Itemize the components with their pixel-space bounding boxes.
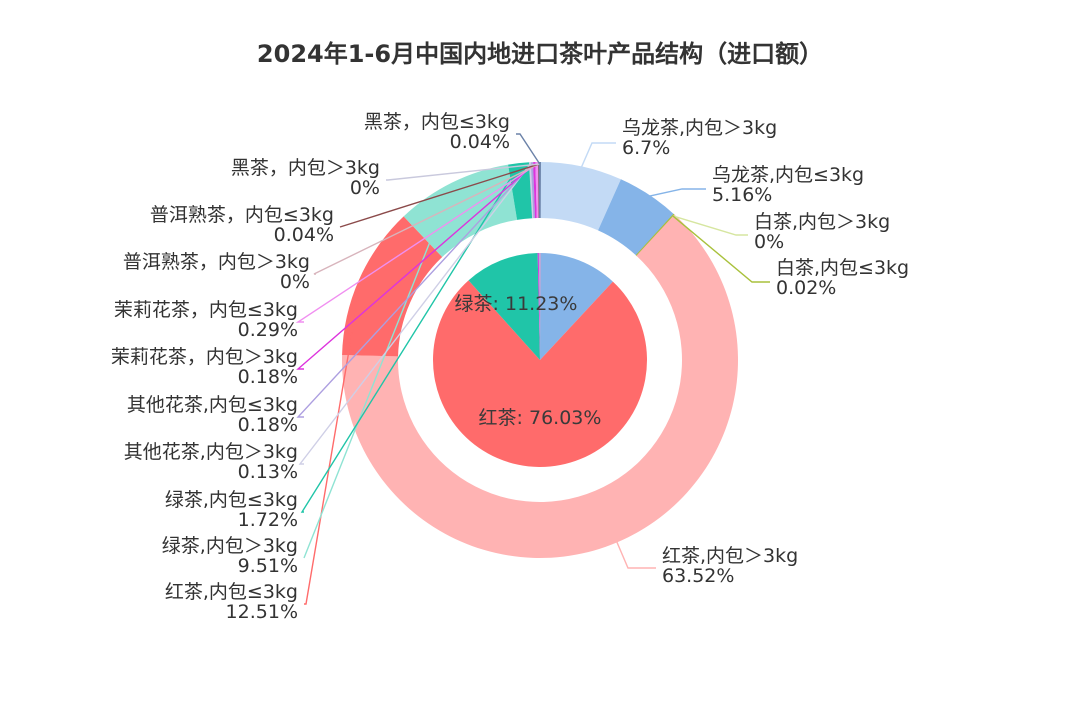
leader-line xyxy=(298,163,531,465)
leader-line xyxy=(386,163,540,181)
outer-slice xyxy=(528,162,534,219)
outer-slice-name: 黑茶，内包＞3kg xyxy=(231,157,380,179)
inner-slice xyxy=(540,253,613,360)
outer-slice xyxy=(598,179,675,256)
outer-slice-name: 其他花茶,内包＞3kg xyxy=(124,441,298,463)
outer-slice-value: 0% xyxy=(350,177,380,199)
leader-line xyxy=(672,215,748,236)
leader-line xyxy=(615,540,656,569)
outer-slice-name: 绿茶,内包＞3kg xyxy=(162,535,298,557)
outer-slice-value: 0.02% xyxy=(776,277,836,299)
outer-slice-name: 黑茶，内包≤3kg xyxy=(364,111,510,133)
inner-slice xyxy=(468,253,540,360)
outer-slice-value: 1.72% xyxy=(238,509,298,531)
outer-slice-value: 12.51% xyxy=(226,601,298,623)
leader-line xyxy=(296,163,535,370)
outer-slice-name: 茉莉花茶，内包＞3kg xyxy=(111,346,298,368)
leader-line xyxy=(647,188,706,198)
inner-slice xyxy=(538,253,541,360)
outer-slice-value: 0.04% xyxy=(450,131,510,153)
outer-slice-name: 茉莉花茶，内包≤3kg xyxy=(114,299,298,321)
outer-slice xyxy=(341,214,738,558)
outer-slice-name: 乌龙茶,内包≤3kg xyxy=(712,164,864,186)
outer-slice xyxy=(530,162,536,219)
outer-slice xyxy=(635,213,676,257)
outer-slice-name: 普洱熟茶，内包＞3kg xyxy=(123,251,310,273)
outer-slice-value: 0.29% xyxy=(238,319,298,341)
outer-slice xyxy=(540,162,621,231)
leader-line xyxy=(516,133,541,165)
outer-leader-lines xyxy=(295,133,770,605)
inner-slice-label: 绿茶: 11.23% xyxy=(455,293,578,315)
inner-labels: 红茶: 76.03% 绿茶: 11.23% xyxy=(455,293,602,429)
outer-slice xyxy=(342,216,443,357)
outer-slice-value: 0.18% xyxy=(238,366,298,388)
outer-slice-value: 0% xyxy=(280,271,310,293)
outer-slice-value: 5.16% xyxy=(712,184,772,206)
leader-line xyxy=(313,163,540,275)
outer-slice-name: 乌龙茶,内包＞3kg xyxy=(622,117,777,139)
inner-slice-label: 红茶: 76.03% xyxy=(479,407,602,429)
outer-labels: 乌龙茶,内包＞3kg6.7%乌龙茶,内包≤3kg5.16%白茶,内包＞3kg0%… xyxy=(111,111,909,623)
leader-line xyxy=(296,163,533,418)
inner-pie xyxy=(432,253,647,468)
outer-slice xyxy=(533,162,537,219)
outer-slice-name: 白茶,内包≤3kg xyxy=(776,257,909,279)
outer-slice-value: 9.51% xyxy=(238,555,298,577)
outer-slice-value: 0.13% xyxy=(238,461,298,483)
outer-slice-value: 0.18% xyxy=(238,414,298,436)
inner-slice xyxy=(432,280,647,468)
leader-line xyxy=(304,280,362,605)
leader-line xyxy=(303,184,454,559)
outer-slice-value: 0.04% xyxy=(274,224,334,246)
outer-slice-name: 红茶,内包＞3kg xyxy=(662,545,798,567)
leader-line xyxy=(339,163,540,228)
outer-slice xyxy=(538,161,541,219)
outer-slice-name: 绿茶,内包≤3kg xyxy=(165,489,298,511)
leader-line xyxy=(295,163,538,323)
outer-slice-value: 0% xyxy=(754,231,784,253)
outer-slice-name: 红茶,内包≤3kg xyxy=(165,581,298,603)
chart-title: 2024年1-6月中国内地进口茶叶产品结构（进口额） xyxy=(257,40,823,68)
outer-slice-name: 白茶,内包＞3kg xyxy=(754,211,890,233)
outer-slice-name: 普洱熟茶，内包≤3kg xyxy=(150,204,334,226)
outer-slice-value: 6.7% xyxy=(622,137,670,159)
leader-line xyxy=(580,142,616,169)
outer-slice-value: 63.52% xyxy=(662,565,734,587)
outer-slice-name: 其他花茶,内包≤3kg xyxy=(127,394,298,416)
leader-line xyxy=(672,215,770,283)
leader-line xyxy=(300,164,520,513)
